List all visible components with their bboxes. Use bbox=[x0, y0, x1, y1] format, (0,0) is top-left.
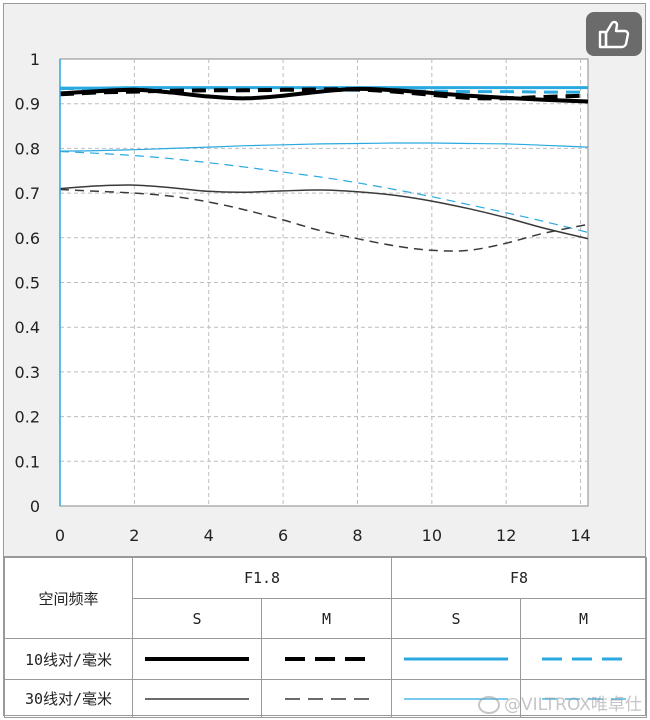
legend-sample-cell bbox=[391, 679, 521, 718]
legend-direction: S bbox=[132, 598, 262, 639]
legend-sample-cell bbox=[520, 679, 647, 718]
x-tick-label: 6 bbox=[278, 526, 288, 545]
thumbs-up-icon bbox=[598, 20, 630, 49]
x-tick-label: 8 bbox=[352, 526, 362, 545]
legend-sample-line bbox=[284, 697, 369, 700]
y-tick-label: 0.8 bbox=[15, 139, 40, 158]
legend-sample-cell bbox=[520, 638, 647, 680]
y-tick-label: 1 bbox=[30, 50, 40, 69]
legend-row-label: 30线对/毫米 bbox=[4, 679, 133, 718]
y-tick-label: 0.1 bbox=[15, 452, 40, 471]
x-tick-label: 0 bbox=[55, 526, 65, 545]
y-tick-label: 0 bbox=[30, 497, 40, 516]
series-line bbox=[60, 86, 588, 90]
series-line bbox=[59, 86, 589, 104]
legend-direction: M bbox=[261, 598, 392, 639]
mtf-chart-panel: 0 0.1 0.2 0.3 0.4 0.5 0.6 0.7 0.8 0.9 1 0 2 4 6 8 10 12 14 bbox=[4, 4, 645, 557]
y-tick-label: 0.2 bbox=[15, 408, 40, 427]
legend-aperture-f8: F8 bbox=[391, 557, 647, 599]
legend-sample-cell bbox=[132, 679, 262, 718]
legend-sample-line bbox=[284, 657, 369, 661]
series-line bbox=[59, 142, 589, 152]
legend-sample-line bbox=[541, 697, 626, 700]
y-tick-label: 0.6 bbox=[15, 229, 40, 248]
mtf-chart: 00.10.20.30.40.50.60.70.80.910 2 4 6 8 10 12 14 bbox=[15, 50, 591, 545]
legend-sample-line bbox=[541, 657, 626, 661]
weibo-icon bbox=[478, 696, 500, 714]
legend-corner-label: 空间频率 bbox=[4, 557, 133, 639]
series-line bbox=[59, 184, 589, 240]
legend-sample-line bbox=[145, 697, 249, 700]
y-tick-label: 0.7 bbox=[15, 184, 40, 203]
x-tick-label: 12 bbox=[496, 526, 516, 545]
y-tick-label: 0.5 bbox=[15, 274, 40, 293]
x-tick-label: 10 bbox=[422, 526, 442, 545]
legend-table: 空间频率 F1.8 F8 S M S M 10线对/毫米 30线对/毫米 bbox=[4, 557, 647, 718]
legend-sample-cell bbox=[261, 679, 392, 718]
x-tick-label: 2 bbox=[129, 526, 139, 545]
series-line bbox=[59, 150, 589, 233]
y-tick-label: 0.4 bbox=[15, 318, 40, 337]
legend-direction: M bbox=[520, 598, 647, 639]
watermark: @VILTROX唯卓仕 bbox=[478, 690, 642, 715]
x-tick-label: 4 bbox=[204, 526, 214, 545]
legend-row-label: 10线对/毫米 bbox=[4, 638, 133, 680]
watermark-text: @VILTROX唯卓仕 bbox=[504, 695, 642, 715]
legend-sample-line bbox=[145, 657, 249, 661]
like-button[interactable] bbox=[586, 12, 642, 56]
legend-sample-cell bbox=[132, 638, 262, 680]
legend-aperture-f18: F1.8 bbox=[132, 557, 392, 599]
legend-sample-line bbox=[404, 657, 508, 661]
x-tick-label: 14 bbox=[570, 526, 590, 545]
y-tick-label: 0.3 bbox=[15, 363, 40, 382]
legend-direction: S bbox=[391, 598, 521, 639]
legend-sample-cell bbox=[391, 638, 521, 680]
series-line bbox=[59, 188, 589, 252]
y-tick-label: 0.9 bbox=[15, 95, 40, 114]
legend-sample-cell bbox=[261, 638, 392, 680]
